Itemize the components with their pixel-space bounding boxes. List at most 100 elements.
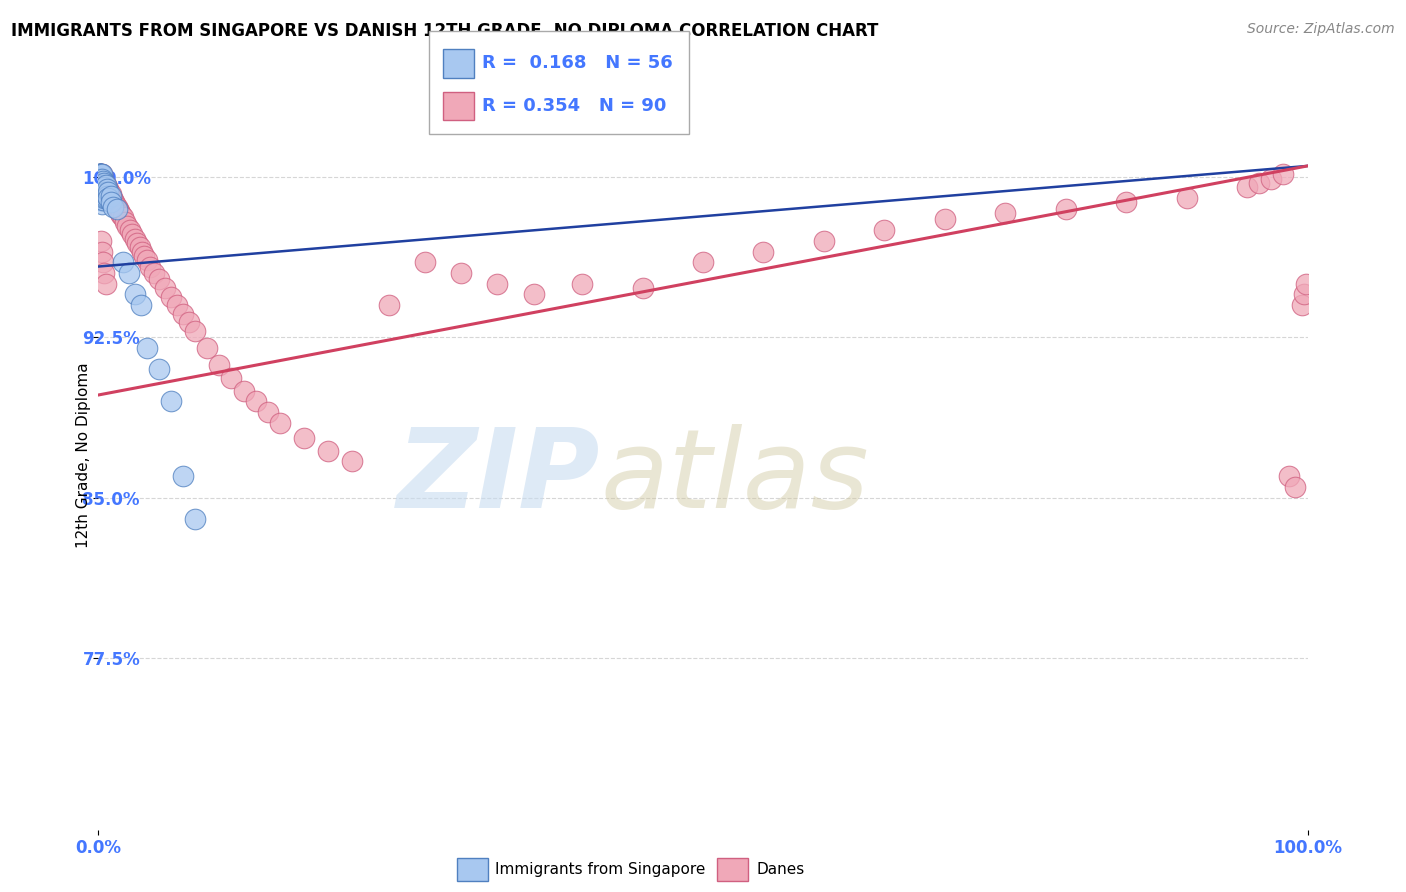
Point xyxy=(90,174,112,188)
Point xyxy=(118,266,141,280)
Point xyxy=(124,232,146,246)
Point xyxy=(105,202,128,216)
Point xyxy=(100,186,122,201)
Point xyxy=(90,234,112,248)
Point xyxy=(131,244,153,259)
Point xyxy=(89,168,111,182)
Point xyxy=(93,182,115,196)
Point xyxy=(89,168,111,182)
Point xyxy=(692,255,714,269)
Point xyxy=(90,185,112,199)
Point xyxy=(1291,298,1313,312)
Point xyxy=(91,189,114,203)
Y-axis label: 12th Grade, No Diploma: 12th Grade, No Diploma xyxy=(76,362,91,548)
Point xyxy=(523,287,546,301)
Point xyxy=(195,341,218,355)
Point xyxy=(752,244,775,259)
Point xyxy=(139,260,162,274)
Point xyxy=(93,191,115,205)
Point xyxy=(934,212,956,227)
Point xyxy=(91,180,114,194)
Point xyxy=(90,168,112,182)
Point xyxy=(221,371,243,385)
Point xyxy=(93,176,115,190)
Point xyxy=(97,185,120,199)
Point xyxy=(94,185,117,199)
Point xyxy=(90,189,112,203)
Point xyxy=(101,200,124,214)
Point xyxy=(148,362,170,376)
Point xyxy=(98,185,121,199)
Point xyxy=(91,174,114,188)
Text: Source: ZipAtlas.com: Source: ZipAtlas.com xyxy=(1247,22,1395,37)
Point xyxy=(184,324,207,338)
Point xyxy=(97,191,120,205)
Point xyxy=(179,315,201,329)
Point xyxy=(571,277,593,291)
Point xyxy=(127,235,149,250)
Point xyxy=(94,178,117,193)
Point xyxy=(105,200,128,214)
Point xyxy=(90,168,112,182)
Point xyxy=(1054,202,1077,216)
Point xyxy=(94,277,117,291)
Point xyxy=(232,384,254,398)
Point xyxy=(91,193,114,207)
Point xyxy=(89,168,111,182)
Point xyxy=(172,469,194,483)
Point xyxy=(172,307,194,321)
Point xyxy=(873,223,896,237)
Point xyxy=(208,358,231,372)
Point xyxy=(90,176,112,190)
Point xyxy=(994,206,1017,220)
Point xyxy=(91,168,114,182)
Point xyxy=(91,176,114,190)
Point xyxy=(91,180,114,194)
Point xyxy=(153,281,176,295)
Point xyxy=(128,240,150,254)
Point xyxy=(124,287,146,301)
Point xyxy=(135,341,157,355)
Point xyxy=(486,277,509,291)
Point xyxy=(90,168,112,182)
Point xyxy=(96,180,118,194)
Point xyxy=(256,405,278,419)
Point xyxy=(89,174,111,188)
Point xyxy=(292,431,315,445)
Point xyxy=(166,298,188,312)
Point xyxy=(103,195,125,210)
Point xyxy=(1260,171,1282,186)
Point xyxy=(93,266,115,280)
Point xyxy=(97,189,120,203)
Point xyxy=(89,171,111,186)
Point xyxy=(97,182,120,196)
Point xyxy=(160,394,183,409)
Point xyxy=(91,197,114,211)
Point xyxy=(631,281,654,295)
Point xyxy=(413,255,436,269)
Point xyxy=(1272,168,1295,182)
Point xyxy=(89,176,111,190)
Point xyxy=(114,214,136,228)
Point xyxy=(91,255,114,269)
Point xyxy=(90,180,112,194)
Point xyxy=(89,168,111,182)
Point xyxy=(91,185,114,199)
Text: R =  0.168   N = 56: R = 0.168 N = 56 xyxy=(482,54,673,72)
Point xyxy=(100,195,122,210)
Point xyxy=(1292,287,1315,301)
Point xyxy=(100,191,122,205)
Point xyxy=(110,208,132,222)
Point xyxy=(90,193,112,207)
Point xyxy=(184,512,207,526)
Point xyxy=(108,206,131,220)
Point xyxy=(91,174,114,188)
Point xyxy=(94,185,117,199)
Point xyxy=(89,168,111,182)
Point xyxy=(93,180,115,194)
Point xyxy=(91,171,114,186)
Point xyxy=(135,253,157,268)
Point xyxy=(91,178,114,193)
Point xyxy=(111,255,134,269)
Point xyxy=(813,234,835,248)
